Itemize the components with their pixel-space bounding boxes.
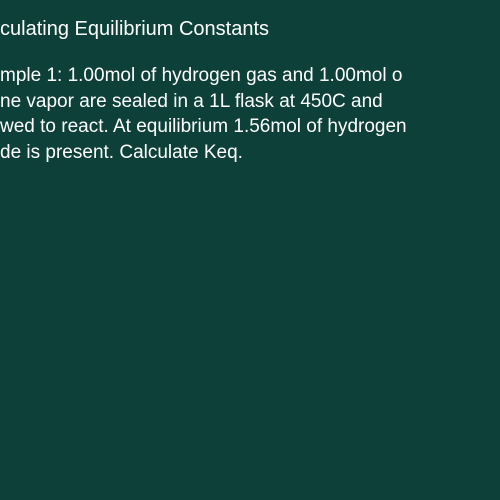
body-line-4: de is present. Calculate Keq. <box>0 140 500 166</box>
body-line-2: ne vapor are sealed in a 1L flask at 450… <box>0 89 500 115</box>
slide-title: culating Equilibrium Constants <box>0 18 500 41</box>
slide-content: culating Equilibrium Constants mple 1: 1… <box>0 0 500 166</box>
body-line-1: mple 1: 1.00mol of hydrogen gas and 1.00… <box>0 63 500 89</box>
body-line-3: wed to react. At equilibrium 1.56mol of … <box>0 114 500 140</box>
slide-body: mple 1: 1.00mol of hydrogen gas and 1.00… <box>0 63 500 166</box>
